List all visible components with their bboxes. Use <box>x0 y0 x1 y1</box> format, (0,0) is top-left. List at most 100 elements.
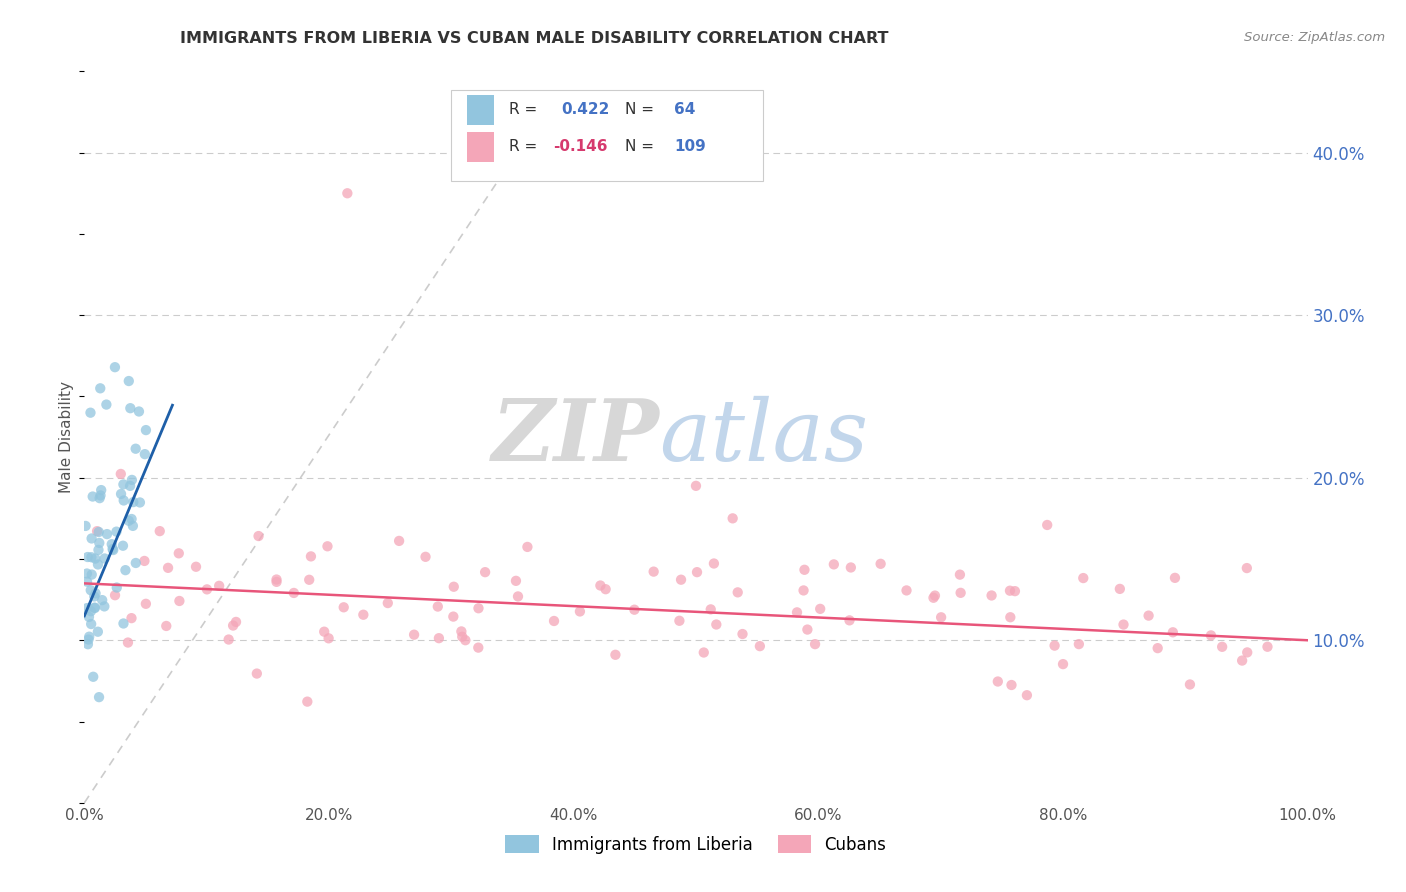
Point <box>76 601 98 615</box>
Point <box>125 556 148 570</box>
Point <box>111 539 134 553</box>
Point <box>318 632 340 646</box>
Point <box>1230 654 1253 668</box>
Point <box>443 580 465 594</box>
Point <box>118 374 141 388</box>
Point <box>266 573 288 587</box>
Text: IMMIGRANTS FROM LIBERIA VS CUBAN MALE DISABILITY CORRELATION CHART: IMMIGRANTS FROM LIBERIA VS CUBAN MALE DI… <box>180 31 889 46</box>
Point <box>839 560 862 574</box>
Point <box>105 581 128 595</box>
Point <box>157 561 180 575</box>
Point <box>336 186 359 201</box>
Point <box>112 616 135 631</box>
Point <box>668 614 690 628</box>
Point <box>415 549 437 564</box>
Point <box>121 611 143 625</box>
Point <box>135 597 157 611</box>
Point <box>704 617 727 632</box>
Point <box>77 637 100 651</box>
Text: -0.146: -0.146 <box>553 139 607 154</box>
Point <box>134 447 156 461</box>
Point <box>699 602 721 616</box>
Point <box>1211 640 1233 654</box>
Point <box>793 563 815 577</box>
Point <box>80 567 103 582</box>
Point <box>83 590 105 604</box>
Point <box>76 566 98 581</box>
Text: Source: ZipAtlas.com: Source: ZipAtlas.com <box>1244 31 1385 45</box>
Point <box>686 565 709 579</box>
Point <box>450 624 472 639</box>
Point <box>441 609 464 624</box>
Point <box>93 599 115 614</box>
Point <box>118 514 141 528</box>
Point <box>823 558 845 572</box>
Point <box>128 404 150 418</box>
Point <box>727 585 749 599</box>
Point <box>103 543 125 558</box>
Point <box>101 542 124 557</box>
Point <box>122 519 145 533</box>
Point <box>388 533 411 548</box>
Point <box>896 583 918 598</box>
Point <box>949 586 972 600</box>
Point <box>225 615 247 629</box>
Point <box>246 666 269 681</box>
Point <box>89 381 111 395</box>
Point <box>838 613 860 627</box>
Point <box>1236 561 1258 575</box>
Point <box>135 423 157 437</box>
Point <box>124 442 146 456</box>
Point <box>786 605 808 619</box>
Point <box>84 551 107 566</box>
Point <box>84 586 107 600</box>
Point <box>299 549 322 564</box>
Legend: Immigrants from Liberia, Cubans: Immigrants from Liberia, Cubans <box>499 829 893 860</box>
Point <box>980 589 1002 603</box>
Point <box>1137 608 1160 623</box>
Point <box>77 632 100 647</box>
Point <box>96 527 118 541</box>
Point <box>75 519 97 533</box>
Point <box>120 401 142 416</box>
Point <box>869 557 891 571</box>
Point <box>100 537 122 551</box>
Point <box>929 610 952 624</box>
Point <box>1256 640 1278 654</box>
Text: ZIP: ZIP <box>492 395 659 479</box>
Point <box>1067 637 1090 651</box>
Point <box>987 674 1010 689</box>
Point <box>474 565 496 579</box>
Point <box>949 567 972 582</box>
Point <box>748 639 770 653</box>
Point <box>76 574 98 589</box>
Point <box>1043 639 1066 653</box>
Point <box>1036 518 1059 533</box>
FancyBboxPatch shape <box>467 131 494 162</box>
Point <box>516 540 538 554</box>
Point <box>669 573 692 587</box>
Point <box>721 511 744 525</box>
Point <box>298 573 321 587</box>
Point <box>377 596 399 610</box>
Point <box>731 627 754 641</box>
Point <box>155 619 177 633</box>
Point <box>703 557 725 571</box>
Point <box>110 487 132 501</box>
Point <box>451 630 474 644</box>
Point <box>467 640 489 655</box>
Point <box>83 601 105 615</box>
Point <box>87 542 110 557</box>
Point <box>426 599 449 614</box>
Text: N =: N = <box>626 103 659 118</box>
Point <box>266 574 288 589</box>
Point <box>184 559 207 574</box>
Point <box>82 670 104 684</box>
Point <box>96 398 118 412</box>
Point <box>117 635 139 649</box>
Point <box>467 601 489 615</box>
Point <box>110 467 132 481</box>
Point <box>283 586 305 600</box>
Point <box>506 590 529 604</box>
Text: R =: R = <box>509 139 541 154</box>
